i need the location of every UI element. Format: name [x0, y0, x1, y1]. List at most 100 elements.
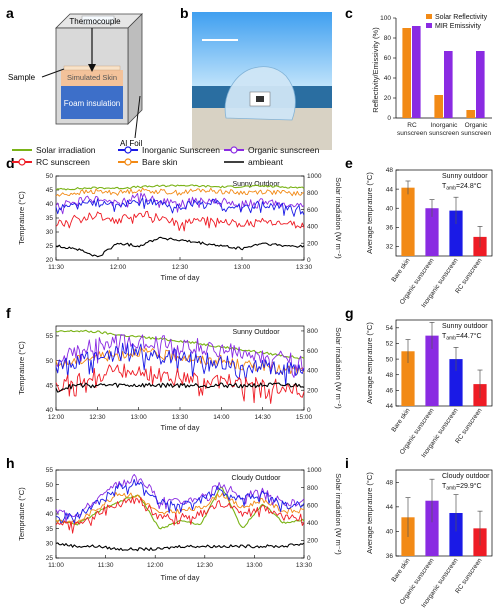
x-tick-label: 13:00 — [131, 414, 148, 421]
x-tick-label: 14:30 — [255, 414, 272, 421]
foam-insulation-layer — [61, 86, 123, 119]
x-tick-label: 13:30 — [296, 264, 313, 271]
y2-tick-label: 800 — [307, 190, 318, 197]
thermocouple-label: Thermocouple — [69, 17, 121, 26]
bar-organic-sunscreen — [425, 500, 439, 556]
y-tick-label: 60 — [384, 55, 392, 62]
y-axis-label: Reflectivity/Emissivity (%) — [371, 27, 380, 113]
series-line-organic — [55, 473, 305, 523]
y-axis-label: Temprature (°C) — [17, 487, 26, 541]
y2-tick-label: 600 — [307, 348, 318, 355]
y2-tick-label: 600 — [307, 502, 318, 509]
plot-frame — [395, 469, 493, 557]
y-tick-label: 25 — [46, 243, 54, 250]
x-tick-label: 13:30 — [296, 562, 313, 569]
panel-label-g: g — [345, 305, 354, 321]
legend-bare-skin: Bare skin — [142, 157, 178, 167]
y-tick-label: 20 — [46, 257, 54, 264]
series-line-bare — [55, 187, 305, 197]
y-tick-label: 55 — [46, 467, 54, 474]
panel-label-b: b — [180, 5, 189, 21]
x-tick-label: 11:00 — [48, 562, 64, 569]
chart-reflectivity-emissivity: Reflectivity/Emissivity (%) Solar Reflec… — [371, 14, 492, 137]
y-tick-label: 45 — [46, 187, 54, 194]
y-tick-label: 44 — [386, 403, 394, 410]
bar-mir-emissivity — [444, 51, 453, 118]
x-tick-label: Bare skin — [390, 557, 411, 584]
x-tick-label: sunscreen — [397, 130, 427, 137]
y-tick-label: 54 — [386, 325, 394, 332]
bar-organic-sunscreen — [425, 208, 439, 256]
y-tick-label: 20 — [384, 95, 392, 102]
y-tick-label: 30 — [46, 541, 54, 548]
condition-annotation: Sunny Outdoor — [232, 329, 280, 336]
legend-rc-sunscreen: RC sunscreen — [36, 157, 90, 167]
y2-tick-label: 800 — [307, 485, 318, 492]
condition-annotation: Sunny Outdoor — [232, 181, 280, 188]
y-tick-label: 25 — [46, 555, 54, 562]
legend-time-series: Solar irradiation Inorganic Sunscreen Or… — [12, 145, 320, 167]
series-line-organic — [55, 192, 305, 215]
y-tick-label: 48 — [386, 372, 394, 379]
y-tick-label: 40 — [386, 205, 394, 212]
y2-tick-label: 400 — [307, 368, 318, 375]
y-tick-label: 50 — [46, 358, 54, 365]
y2-tick-label: 400 — [307, 520, 318, 527]
x-tick-label: 12:00 — [110, 264, 127, 271]
x-tick-label: 15:00 — [296, 414, 313, 421]
legend-solar-irradiation: Solar irradiation — [36, 145, 96, 155]
plot-frame — [395, 319, 493, 407]
y-tick-label: 35 — [46, 526, 54, 533]
chart-average-temperature-sunny-2: Average temprature (°C) Sunny outdoor Ta… — [365, 319, 493, 459]
chart-sunny-outdoor-1: Temprature (°C) Solar irradiation (W m⁻²… — [17, 173, 343, 282]
x-tick-label: 12:30 — [197, 562, 214, 569]
legend-marker-inorganic — [124, 146, 132, 154]
legend-solar-reflectivity: Solar Reflectivity — [435, 14, 488, 21]
y2-tick-label: 200 — [307, 387, 318, 394]
condition-annotation: Cloudy Outdoor — [231, 475, 281, 482]
y-tick-label: 100 — [380, 15, 391, 22]
x-tick-label: RC sunscreen — [454, 257, 484, 295]
y-tick-label: 48 — [386, 479, 394, 486]
y-tick-label: 40 — [46, 201, 54, 208]
x-tick-label: 12:00 — [147, 562, 164, 569]
panel-label-f: f — [6, 305, 11, 321]
y-axis-label: Temprature (°C) — [17, 191, 26, 245]
box-side-face — [127, 13, 143, 125]
x-axis-label: Time of day — [161, 573, 200, 582]
y-tick-label: 50 — [46, 173, 54, 180]
y-tick-label: 35 — [46, 215, 54, 222]
y-tick-label: 48 — [386, 167, 394, 174]
series-line-solar — [55, 184, 305, 191]
legend-marker-rc — [18, 158, 26, 166]
simulated-skin-layer — [61, 70, 123, 86]
al-foil-arrow — [134, 95, 141, 139]
y-tick-label: 44 — [386, 504, 394, 511]
chart-sunny-outdoor-2: Temprature (°C) Solar irradiation (W m⁻²… — [17, 325, 343, 432]
ambient-temperature-annotation: Tamb=29.9°C — [442, 482, 482, 492]
x-tick-label: Inorganic — [431, 122, 458, 129]
y-tick-label: 44 — [386, 186, 394, 193]
y2-tick-label: 800 — [307, 328, 318, 335]
x-tick-label: Organic — [465, 122, 489, 129]
y-tick-label: 30 — [46, 229, 54, 236]
bar-solar-reflectivity — [402, 28, 411, 118]
series-line-rc — [55, 210, 305, 232]
bar-solar-reflectivity — [434, 95, 443, 118]
x-tick-label: 11:30 — [98, 562, 114, 569]
x-tick-label: sunscreen — [461, 130, 491, 137]
series-line-bare — [55, 491, 305, 525]
legend-inorganic-sunscreen: Inorganic Sunscreen — [142, 145, 220, 155]
x-tick-label: 12:00 — [48, 414, 65, 421]
x-axis-label: Time of day — [161, 273, 200, 282]
x-tick-label: sunscreen — [429, 130, 459, 137]
panel-label-a: a — [6, 5, 14, 21]
y2-axis-label: Solar irradiation (W m⁻²) — [334, 327, 343, 409]
y-tick-label: 45 — [46, 497, 54, 504]
y2-tick-label: 0 — [307, 555, 311, 562]
photo-device-window — [256, 96, 264, 102]
y-axis-label: Average temprature (°C) — [365, 322, 374, 404]
bar-mir-emissivity — [476, 51, 485, 118]
ambient-temperature-annotation: Tamb=24.8°C — [442, 182, 482, 192]
